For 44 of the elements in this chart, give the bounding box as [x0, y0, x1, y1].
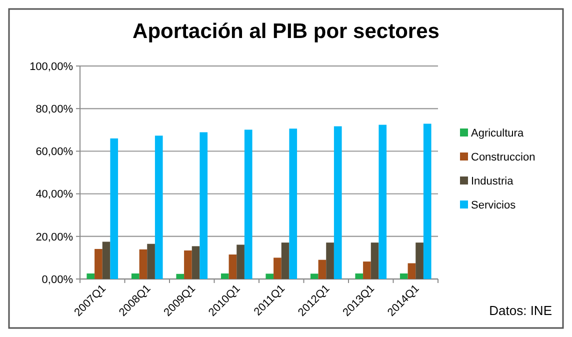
- bar: [228, 254, 237, 279]
- text: Datos: INE: [489, 303, 552, 318]
- bar: [266, 274, 274, 279]
- bar: [86, 273, 95, 279]
- y-tick-label: 60,00%: [36, 146, 74, 158]
- bar: [416, 242, 424, 279]
- legend-label: Construccion: [471, 151, 536, 164]
- bar: [94, 248, 102, 279]
- y-tick-label: 20,00%: [36, 231, 74, 244]
- y-tick-label: 40,00%: [36, 188, 74, 201]
- legend-label: Agricultura: [471, 127, 524, 140]
- bar: [400, 273, 408, 279]
- bar: [370, 242, 379, 279]
- bar: [281, 242, 290, 279]
- y-tick-label: 80,00%: [36, 103, 74, 116]
- bar: [192, 246, 200, 279]
- bar: [176, 274, 184, 279]
- chart-title: Aportación al PIB por sectores: [132, 20, 440, 43]
- bar: [110, 138, 118, 279]
- bar: [274, 258, 282, 279]
- y-tick-label: 0,00%: [42, 274, 74, 286]
- bar: [200, 132, 208, 279]
- bar: [378, 124, 387, 279]
- legend-label: Servicios: [471, 199, 516, 212]
- bar: [220, 273, 229, 279]
- legend-label: Industria: [471, 175, 514, 188]
- bar: [236, 244, 244, 279]
- bar: [289, 128, 298, 279]
- bar: [355, 273, 364, 279]
- bar: [131, 273, 140, 279]
- bar: [408, 263, 416, 279]
- y-tick-label: 100,00%: [30, 60, 74, 73]
- bar: [154, 136, 163, 279]
- bar: [334, 126, 342, 279]
- bar: [244, 130, 252, 279]
- bar: [310, 274, 318, 279]
- bar: [147, 244, 155, 279]
- bar: [423, 124, 432, 279]
- bar: [184, 250, 192, 279]
- bar: [102, 242, 110, 279]
- bar: [363, 262, 371, 279]
- bar: [139, 249, 148, 279]
- bar: [318, 260, 326, 279]
- bar: [326, 242, 334, 279]
